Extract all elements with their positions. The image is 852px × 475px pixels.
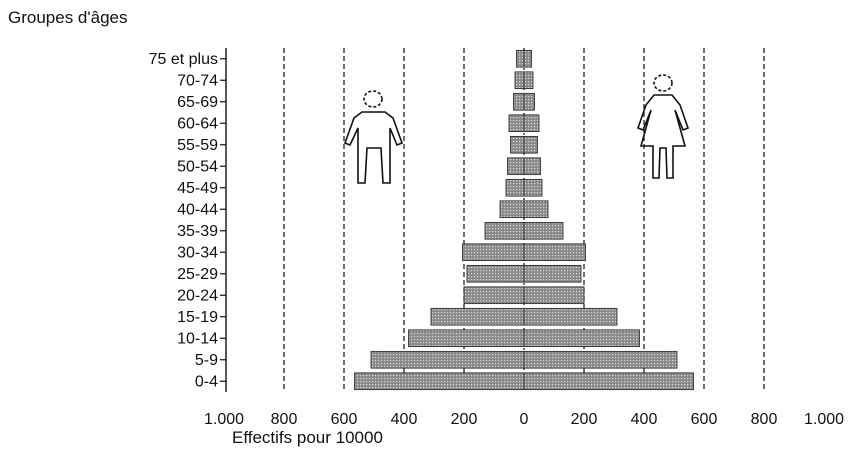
female-bar	[523, 135, 538, 154]
female-bar	[523, 49, 532, 68]
y-tick-label: 10-14	[177, 330, 218, 347]
y-tick-label: 25-29	[177, 266, 218, 283]
y-tick-label: 55-59	[177, 137, 218, 154]
female-bar	[523, 243, 586, 262]
y-tick-label: 40-44	[177, 201, 218, 218]
male-bar	[354, 372, 525, 391]
female-bar	[523, 329, 640, 348]
male-bar	[505, 178, 525, 197]
x-tick-label: 400	[631, 411, 658, 428]
female-bar	[523, 92, 535, 111]
y-tick-label: 60-64	[177, 115, 218, 132]
male-bar	[430, 307, 525, 326]
male-bar	[507, 157, 525, 176]
y-tick-label: 70-74	[177, 72, 218, 89]
y-tick-label: 50-54	[177, 158, 218, 175]
female-bar	[523, 200, 549, 219]
x-axis-title: Effectifs pour 10000	[232, 428, 383, 447]
y-tick-label: 5-9	[195, 352, 218, 369]
male-bar	[499, 200, 525, 219]
x-tick-label: 600	[331, 411, 358, 428]
male-bar	[510, 135, 525, 154]
male-bar	[514, 71, 525, 90]
female-bar	[523, 264, 582, 283]
male-bar	[462, 243, 525, 262]
x-tick-label: 1.000	[204, 411, 244, 428]
male-bar	[463, 286, 525, 305]
y-tick-label: 0-4	[195, 373, 218, 390]
y-tick-label: 30-34	[177, 244, 218, 261]
x-tick-label: 400	[391, 411, 418, 428]
male-figure-icon	[343, 90, 404, 184]
female-bar	[523, 286, 585, 305]
y-tick-label: 20-24	[177, 287, 218, 304]
x-tick-label: 0	[520, 411, 529, 428]
x-tick-label: 800	[271, 411, 298, 428]
x-tick-label: 1.000	[804, 411, 844, 428]
female-bar	[523, 114, 540, 133]
y-tick-label: 65-69	[177, 94, 218, 111]
x-tick-label: 600	[691, 411, 718, 428]
female-bar	[523, 350, 678, 369]
y-tick-label: 35-39	[177, 223, 218, 240]
male-bar	[513, 92, 525, 111]
female-bar	[523, 157, 541, 176]
male-bar	[516, 49, 525, 68]
female-bar	[523, 307, 618, 326]
x-tick-label: 800	[751, 411, 778, 428]
x-tick-label: 200	[451, 411, 478, 428]
male-bar	[408, 329, 525, 348]
y-axis-title: Groupes d'âges	[8, 8, 128, 27]
female-bar	[523, 372, 694, 391]
x-tick-label: 200	[571, 411, 598, 428]
y-tick-label: 75 et plus	[149, 51, 218, 68]
male-bar	[484, 221, 525, 240]
female-bar	[523, 221, 564, 240]
male-bar	[466, 264, 525, 283]
female-figure-icon	[636, 74, 690, 179]
female-bar	[523, 178, 543, 197]
y-tick-label: 45-49	[177, 180, 218, 197]
female-bar	[523, 71, 534, 90]
y-tick-label: 15-19	[177, 309, 218, 326]
male-bar	[508, 114, 525, 133]
male-bar	[370, 350, 525, 369]
